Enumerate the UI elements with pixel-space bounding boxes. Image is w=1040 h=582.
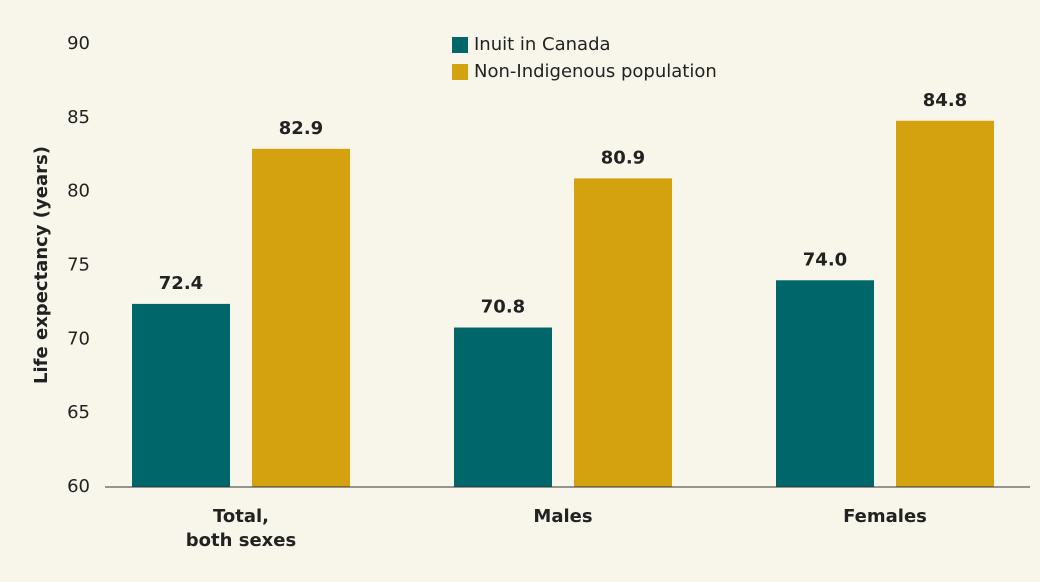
legend-label: Inuit in Canada bbox=[474, 34, 611, 55]
y-tick-label: 70 bbox=[67, 328, 90, 349]
bar bbox=[132, 303, 230, 487]
y-tick-label: 90 bbox=[67, 33, 90, 54]
y-tick-label: 75 bbox=[67, 255, 90, 276]
x-tick-label: Males bbox=[533, 506, 592, 527]
data-label: 80.9 bbox=[601, 147, 645, 168]
data-label: 70.8 bbox=[481, 297, 525, 318]
legend-label: Non-Indigenous population bbox=[474, 61, 717, 82]
data-label: 82.9 bbox=[279, 118, 323, 139]
y-tick-label: 65 bbox=[67, 402, 90, 423]
bar bbox=[776, 280, 874, 487]
y-axis-title: Life expectancy (years) bbox=[31, 146, 52, 384]
x-tick-label: Total, both sexes bbox=[186, 506, 296, 551]
bar bbox=[574, 178, 672, 488]
bar bbox=[896, 120, 994, 487]
y-tick-label: 80 bbox=[67, 181, 90, 202]
y-tick-label: 85 bbox=[67, 107, 90, 128]
bar bbox=[454, 327, 552, 487]
data-label: 84.8 bbox=[923, 90, 967, 111]
legend-swatch bbox=[452, 37, 468, 53]
bar bbox=[252, 148, 350, 488]
data-label: 72.4 bbox=[159, 273, 203, 294]
y-tick-label: 60 bbox=[67, 476, 90, 497]
data-label: 74.0 bbox=[803, 249, 847, 270]
legend-swatch bbox=[452, 64, 468, 80]
x-tick-label: Females bbox=[843, 506, 927, 527]
